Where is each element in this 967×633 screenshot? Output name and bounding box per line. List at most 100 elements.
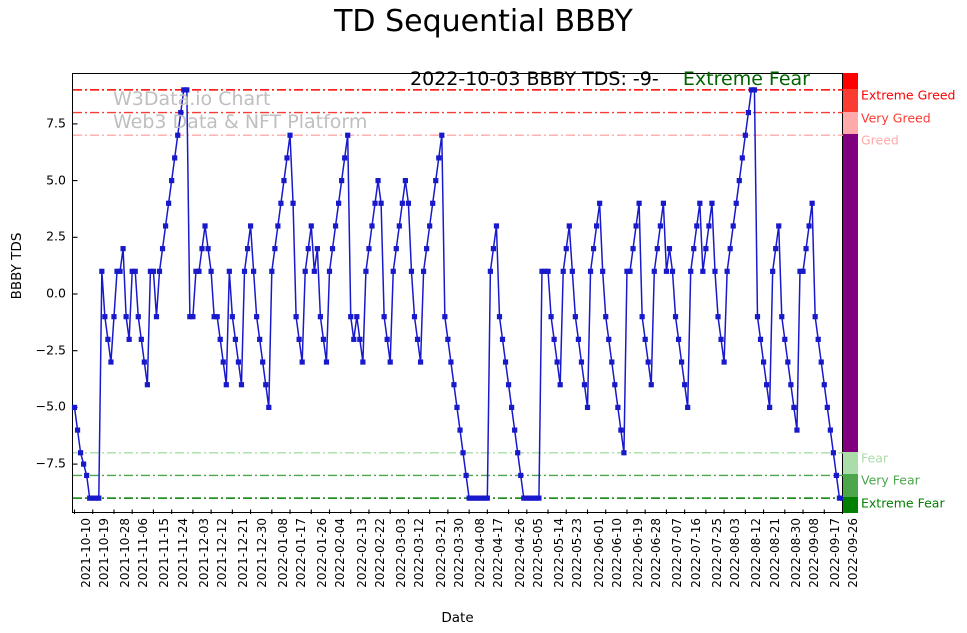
data-point: [332, 223, 339, 229]
data-point: [563, 246, 569, 252]
y-tick-label: −7.5: [35, 455, 66, 471]
data-point: [509, 404, 515, 410]
data-point: [375, 178, 381, 184]
data-point: [569, 268, 575, 274]
data-point: [597, 200, 603, 206]
data-point: [703, 246, 709, 252]
data-point: [275, 223, 281, 229]
data-point: [545, 268, 551, 274]
data-point: [478, 495, 484, 501]
data-point: [302, 268, 308, 274]
data-point: [357, 336, 363, 342]
data-point: [782, 336, 788, 342]
data-point: [90, 495, 96, 501]
data-point: [518, 472, 524, 479]
data-point: [697, 200, 703, 206]
page-title: TD Sequential BBBY: [334, 4, 633, 39]
data-point: [815, 336, 821, 342]
data-point: [181, 87, 187, 93]
x-tick-label: 2021-11-15: [157, 518, 172, 588]
data-point: [469, 495, 475, 501]
data-point: [257, 336, 263, 342]
data-point: [308, 223, 314, 229]
data-point: [496, 314, 503, 320]
colorbar-label-fear: Fear: [861, 450, 888, 466]
data-point: [299, 359, 305, 365]
data-point: [184, 87, 190, 93]
data-point: [730, 223, 736, 229]
data-point: [417, 359, 424, 365]
y-tick-label: 2.5: [46, 228, 66, 244]
plot-svg: [71, 87, 846, 514]
data-point: [123, 314, 129, 320]
data-point: [199, 246, 205, 252]
current-value-annotation: 2022-10-03 BBBY TDS: -9- Extreme Fear: [410, 68, 810, 90]
data-point: [788, 382, 794, 388]
colorbar-segment-greed: [843, 111, 858, 135]
data-point: [654, 246, 660, 252]
x-tick-label: 2022-02-22: [372, 518, 387, 588]
x-tick-label: 2022-06-28: [649, 518, 664, 588]
x-tick-label: 2022-06-10: [609, 518, 624, 588]
x-tick-label: 2022-05-05: [530, 518, 545, 588]
data-point: [439, 132, 445, 138]
x-tick-label: 2022-04-17: [491, 518, 506, 588]
data-point: [542, 268, 548, 274]
data-point: [293, 314, 299, 320]
data-point: [715, 314, 721, 320]
x-tick-label: 2022-08-21: [767, 518, 782, 588]
data-point: [484, 495, 490, 501]
data-point: [339, 178, 345, 184]
data-point: [572, 314, 578, 320]
data-point: [600, 268, 606, 274]
data-point: [672, 314, 679, 320]
data-point: [296, 336, 302, 342]
data-point: [108, 359, 114, 365]
data-point: [214, 314, 220, 320]
x-tick-label: 2022-08-30: [788, 518, 803, 588]
x-tick-label: 2021-11-06: [136, 518, 151, 588]
data-point: [827, 427, 833, 433]
data-point: [536, 495, 542, 501]
data-point: [420, 268, 427, 274]
annotation-mood: Extreme Fear: [682, 68, 810, 90]
data-point: [606, 336, 612, 342]
data-point: [736, 178, 742, 184]
x-tick-label: 2022-02-04: [333, 518, 348, 588]
colorbar-label-extreme-greed: Extreme Greed: [861, 87, 956, 103]
data-point: [821, 382, 827, 388]
data-point: [830, 450, 836, 456]
x-tick-label: 2022-08-03: [728, 518, 743, 588]
data-point: [348, 314, 354, 320]
data-point: [809, 200, 815, 206]
data-point: [533, 495, 539, 501]
x-tick-label: 2022-07-07: [670, 518, 685, 588]
data-point: [682, 382, 688, 388]
data-point: [445, 336, 451, 342]
data-point: [323, 359, 330, 365]
data-point: [642, 336, 648, 342]
data-point: [679, 359, 685, 365]
data-point: [527, 495, 533, 501]
data-point: [575, 336, 581, 342]
x-axis-ticks: 2021-10-10 2021-10-19 2021-10-28 2021-11-06…: [72, 518, 861, 610]
data-point: [636, 200, 642, 206]
data-point: [806, 223, 812, 229]
x-tick-label: 2021-12-30: [254, 518, 269, 588]
data-point: [475, 495, 481, 501]
x-tick-label: 2022-01-17: [294, 518, 309, 588]
data-point: [512, 427, 518, 433]
data-point: [800, 268, 806, 274]
data-point: [618, 427, 624, 433]
colorbar-segment-very-fear: [843, 474, 858, 498]
data-point: [77, 450, 84, 456]
data-point: [581, 382, 588, 388]
x-tick-label: 2022-03-03: [394, 518, 409, 588]
data-point: [393, 246, 399, 252]
data-point: [372, 200, 378, 206]
colorbar-segment-extreme-greed: [843, 73, 858, 89]
data-point: [223, 382, 229, 388]
data-point: [463, 472, 469, 479]
data-point: [833, 472, 840, 479]
data-point: [208, 268, 214, 274]
